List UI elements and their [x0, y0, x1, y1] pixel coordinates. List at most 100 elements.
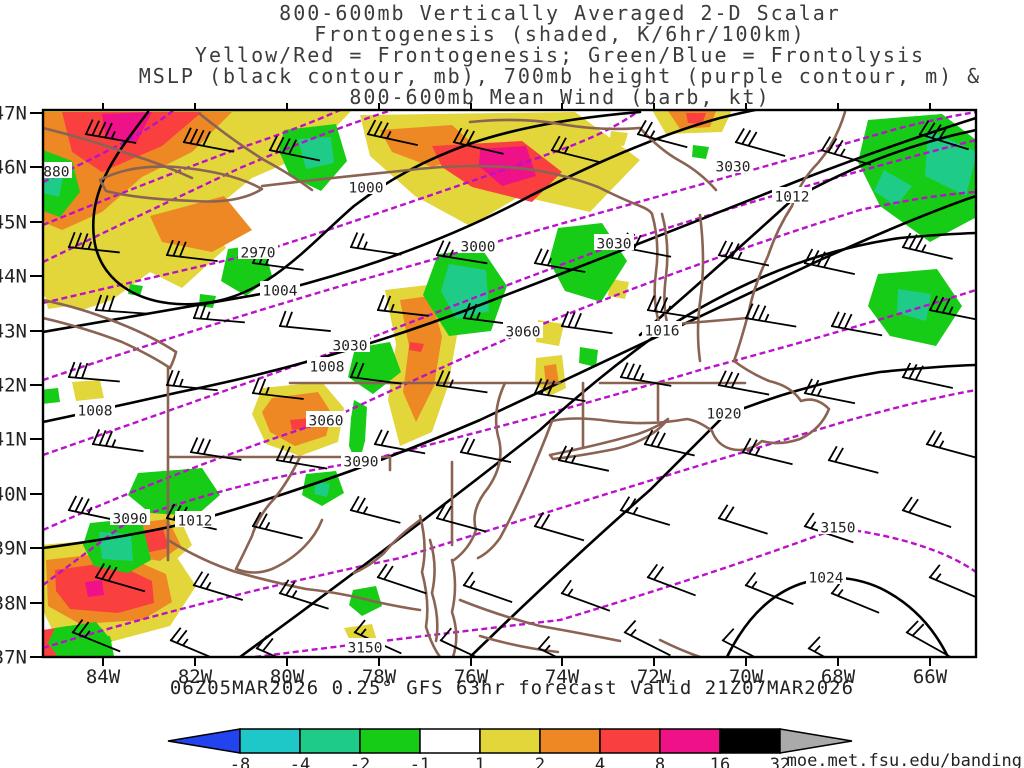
wind-barb [462, 571, 513, 603]
lat-label: 47N [0, 103, 27, 125]
wind-barb [275, 445, 328, 470]
contour-label: 1012 [175, 511, 215, 530]
svg-text:1024: 1024 [809, 571, 844, 587]
wind-barb [165, 369, 218, 392]
wind-barb [366, 119, 418, 147]
wind-barb [349, 232, 402, 256]
svg-text:1012: 1012 [775, 190, 810, 206]
title-line-2: Frontogenesis (shaded, K/6hr/100km) [314, 22, 805, 46]
wind-barb [807, 636, 827, 657]
wind-barb [94, 294, 147, 315]
svg-text:3060: 3060 [506, 325, 541, 341]
shaded-region-orange [150, 196, 252, 252]
shaded-region-teal [298, 137, 334, 169]
wind-barb [560, 579, 611, 612]
geography-path [458, 598, 622, 643]
svg-text:3150: 3150 [821, 521, 856, 537]
geography-path [43, 126, 194, 180]
wind-barb [619, 362, 672, 387]
wind-barb [189, 437, 242, 461]
contour-label: 1008 [307, 357, 347, 376]
wind-barb [192, 302, 245, 324]
contour-label: 3150 [818, 518, 858, 537]
wind-barb [901, 232, 953, 260]
wind-barb [901, 496, 952, 528]
wind-barb [165, 239, 218, 263]
wind-barb [918, 120, 969, 151]
colorbar-segment [719, 728, 781, 754]
geography-path [234, 455, 324, 574]
contour-label: 3060 [503, 322, 543, 341]
contour-label: 3030 [330, 336, 370, 355]
wind-barb [928, 295, 976, 321]
geography-path [43, 298, 178, 354]
wind-barb [192, 571, 244, 601]
wind-barb [925, 429, 976, 459]
geography-path [476, 419, 554, 560]
wind-barb [349, 495, 401, 524]
lon-label: 84W [86, 666, 121, 688]
wind-barb [643, 429, 695, 457]
shaded-region-teal [925, 130, 976, 196]
contour-label: 3090 [110, 509, 150, 528]
lat-label: 40N [0, 484, 27, 506]
contour-label: 1012 [772, 187, 812, 206]
contour-label: 1008 [75, 401, 115, 420]
wind-barb [560, 311, 613, 335]
wind-barb [717, 370, 770, 396]
lon-label: 66W [913, 666, 948, 688]
shaded-region-green [349, 586, 382, 616]
height-contour [43, 110, 641, 305]
wind-barb [803, 378, 856, 405]
wind-barb [91, 429, 144, 453]
geography-path [450, 558, 458, 657]
height-contour [43, 138, 976, 457]
svg-text:3090: 3090 [344, 455, 379, 471]
title-line-1: 800-600mb Vertically Averaged 2-D Scalar [279, 1, 841, 25]
contour-labels: 2880 1000 3030 1012 3030 3000 2970 1004 3060 1016… [35, 157, 858, 657]
geography-path [428, 538, 439, 643]
geography-path [596, 185, 654, 216]
mslp-contour [725, 576, 950, 657]
svg-text:3000: 3000 [461, 240, 496, 256]
wind-barb [376, 563, 427, 595]
svg-text:1016: 1016 [645, 324, 680, 340]
svg-text:1008: 1008 [310, 360, 345, 376]
wind-barb [251, 511, 303, 540]
geography-path [418, 514, 442, 657]
wind-barb [734, 128, 786, 157]
wind-barbs [67, 119, 976, 657]
geography-path [198, 112, 314, 192]
svg-text:2880: 2880 [35, 165, 70, 181]
wind-barb [827, 445, 879, 474]
shaded-region-orange [262, 392, 332, 446]
wind-barb [533, 378, 586, 403]
colorbar-tick-label: 8 [655, 755, 665, 768]
svg-text:3030: 3030 [716, 160, 751, 176]
contour-label: 2970 [238, 243, 278, 262]
wind-barb [67, 231, 120, 254]
wind-barb [744, 571, 794, 605]
mslp-contour [43, 116, 976, 424]
wind-barb [905, 620, 952, 657]
mslp-contour [468, 363, 976, 657]
wind-barb [717, 504, 768, 535]
shaded-region-orange [400, 296, 442, 422]
geography-path [352, 518, 422, 575]
wind-barb [744, 303, 797, 328]
lon-label: 72W [637, 666, 672, 688]
contour-label: 1024 [806, 568, 846, 587]
svg-text:1008: 1008 [78, 404, 113, 420]
lat-label: 43N [0, 321, 27, 343]
geography-path [696, 213, 705, 363]
lat-label: 37N [0, 647, 27, 669]
wind-barb [67, 361, 120, 383]
colorbar-segment [299, 728, 361, 754]
shaded-region-yellow [43, 256, 58, 274]
shaded-region-green [349, 400, 367, 467]
lon-label: 76W [454, 666, 489, 688]
wind-barb [717, 240, 770, 267]
contour-label: 1020 [704, 404, 744, 423]
credit-link[interactable]: moe.met.fsu.edu/banding [787, 751, 1022, 768]
frontogenesis-shading [43, 110, 976, 657]
